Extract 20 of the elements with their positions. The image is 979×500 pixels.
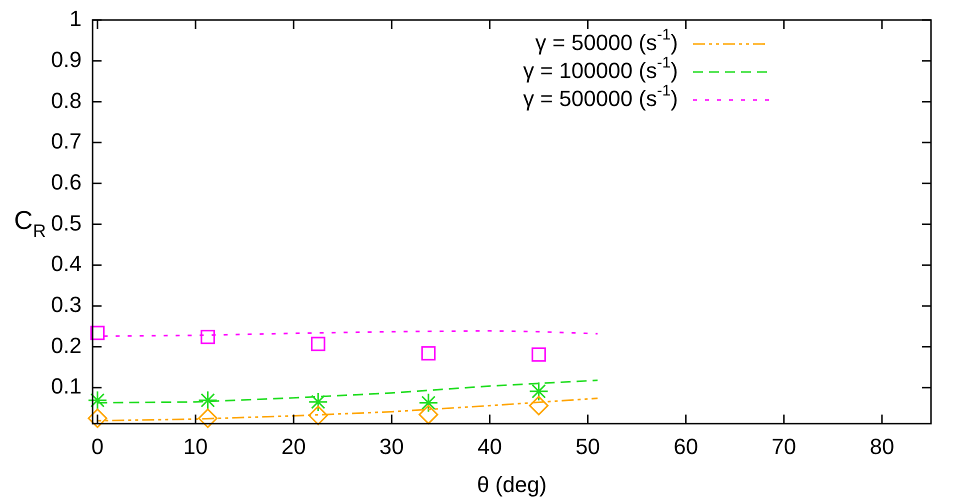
y-tick-label: 0.2 <box>50 332 82 358</box>
x-tick-label: 30 <box>379 434 404 459</box>
x-tick-label: 20 <box>281 434 306 459</box>
x-tick-label: 0 <box>91 434 104 459</box>
y-tick-label: 0.9 <box>50 46 82 72</box>
y-tick-label: 0.6 <box>50 169 82 194</box>
x-tick-label: 60 <box>674 434 698 459</box>
y-tick-label: 0.7 <box>50 128 82 154</box>
y-tick-label: 0.1 <box>50 374 82 399</box>
y-tick-label: 0.3 <box>50 292 82 318</box>
y-tick-label: 0.5 <box>50 210 82 236</box>
y-tick-label: 0.4 <box>50 251 82 276</box>
x-tick-label: 80 <box>870 434 894 459</box>
x-axis-title: θ (deg) <box>476 472 547 498</box>
x-tick-label: 50 <box>576 434 600 459</box>
y-tick-label: 1 <box>69 6 82 32</box>
x-tick-label: 10 <box>183 434 208 459</box>
x-tick-label: 70 <box>772 434 796 459</box>
y-tick-label: 0.8 <box>50 88 82 113</box>
x-tick-label: 40 <box>477 434 502 459</box>
